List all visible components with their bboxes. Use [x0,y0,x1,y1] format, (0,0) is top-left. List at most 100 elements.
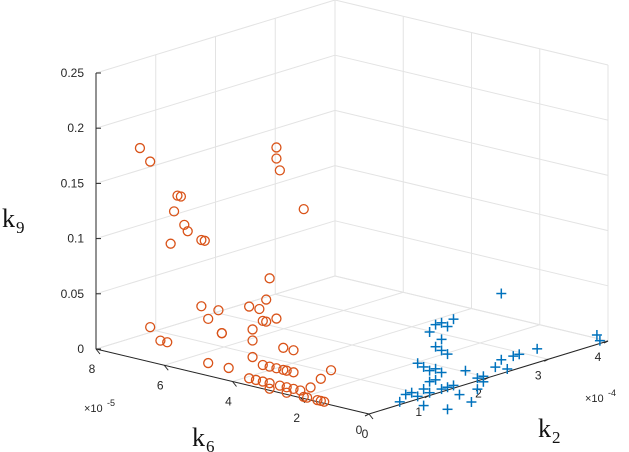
data-point-plus [430,319,441,330]
data-point-plus [412,391,423,402]
data-point-circle [301,392,313,403]
y-tick-label: 2 [293,411,300,425]
data-point-circle [182,226,193,237]
data-point-circle [271,142,282,153]
data-point-circle [281,387,292,398]
data-point-plus [454,389,465,400]
data-point-circle [162,337,173,348]
z-axis-label-letter: k [2,204,15,233]
data-point-circle [298,204,309,215]
data-point-plus [448,380,459,391]
data-point-circle [247,335,258,346]
backwall-grid-z [95,220,336,295]
data-point-plus [490,362,501,373]
data-point-circle [274,380,286,391]
data-point-circle [271,153,282,164]
data-point-plus [436,334,447,345]
data-point-circle [257,359,268,371]
data-point-circle [199,235,210,246]
data-point-plus [532,343,543,354]
data-point-circle [165,238,176,249]
y-exponent-base: ×10 [84,403,103,415]
data-point-plus [496,288,507,299]
data-point-circle [264,361,275,372]
z-tick-label: 0.05 [61,287,85,301]
data-point-circle [271,313,282,324]
data-point-plus [442,404,453,415]
x-tick-label: 0 [356,423,363,437]
data-point-circle [305,382,316,393]
data-point-plus [394,396,405,407]
data-point-circle [168,206,180,217]
data-point-plus [424,365,435,376]
sidewall-grid-z [334,220,609,287]
data-point-circle [243,373,255,384]
data-point-plus [442,321,453,332]
z-tick-label: 0 [77,342,84,356]
data-point-plus [472,384,483,395]
data-point-plus [442,382,453,393]
y-tick-mark [163,364,169,371]
z-tick-label: 0.15 [61,176,85,190]
backwall-grid-z [95,165,336,240]
data-point-circle [216,328,227,339]
data-point-plus [514,349,525,360]
data-point-plus [430,374,441,385]
floor-grid-y [300,324,540,399]
data-point-plus [430,363,441,374]
data-point-circle [134,142,146,154]
x-tick-mark [484,377,489,380]
data-point-plus [448,314,459,325]
backwall-grid-z [95,0,336,74]
data-point-circle [264,273,275,284]
data-point-circle [257,376,268,387]
data-point-circle [213,305,224,316]
data-point-circle [264,383,275,394]
backwall-grid-z [95,54,336,129]
data-point-circle [271,363,282,374]
z-axis-label: k 9 [2,204,25,237]
x-exponent-label: ×10 -4 [585,388,616,405]
sidewall-grid-z [334,165,609,232]
data-point-circle [203,313,214,325]
data-point-circle [145,322,156,333]
data-point-plus [418,384,429,395]
data-point-circle [203,357,214,369]
data-point-circle [155,335,166,346]
data-point-plus [591,329,602,340]
data-point-circle [295,385,306,396]
sidewall-grid-z [334,0,609,66]
data-point-circle [254,303,265,315]
data-point-circle [281,365,292,376]
data-point-plus [466,397,477,408]
x-tick-mark [424,395,429,399]
data-point-circle [325,365,337,376]
data-point-plus [406,387,417,398]
data-point-plus [442,349,453,360]
x-tick-mark [603,340,609,344]
sidewall-grid-z [334,275,609,342]
data-point-plus [496,354,507,365]
data-point-circle [247,351,258,363]
data-point-plus [436,317,447,328]
z-axis-label-subscript: 9 [16,218,25,237]
data-point-circle [179,219,190,231]
x-axis-label-letter: k [538,414,551,443]
data-point-plus [508,351,519,362]
x-tick-label: 2 [475,387,482,401]
data-point-circle [243,301,255,312]
data-point-plus [502,363,513,374]
data-point-circle [319,396,330,407]
x-axis-label: k 2 [538,414,561,447]
x-tick-label: 3 [535,368,542,382]
sidewall-grid-z [334,109,609,176]
data-point-plus [436,384,447,395]
data-point-plus [424,376,435,387]
x-axis-label-subscript: 2 [552,428,561,447]
marker-layer [134,142,605,415]
y-exponent-power: -5 [107,398,115,408]
data-point-circle [288,345,299,356]
data-point-plus [412,358,423,369]
y-tick-mark [95,348,101,355]
